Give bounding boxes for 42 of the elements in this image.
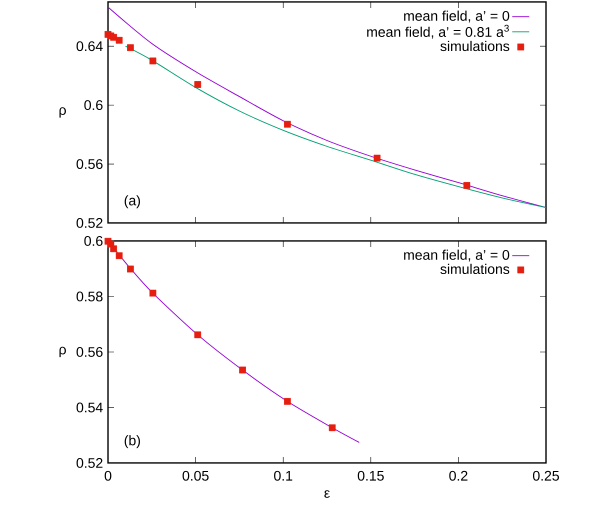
line-series — [108, 6, 546, 208]
point — [194, 331, 202, 338]
y-tick-label: 0.58 — [76, 292, 103, 302]
y-tick-label: 0.64 — [76, 41, 103, 52]
y-tick-label: 0.52 — [76, 218, 102, 228]
y-tick-label: 0.6 — [84, 236, 103, 246]
y-tick-label: 0.54 — [76, 402, 103, 412]
y-axis-title: ρ — [59, 346, 66, 358]
point — [284, 120, 291, 128]
point — [116, 36, 123, 44]
legend-label: mean field, a’ = 0 — [404, 10, 510, 22]
x-axis-title: ε — [324, 490, 330, 498]
x-tick-label: 0.05 — [182, 470, 209, 481]
x-tick-label: 0.2 — [449, 470, 468, 481]
legend-label: mean field, a’ = 0 — [404, 250, 510, 262]
point — [463, 182, 470, 189]
point — [149, 290, 156, 297]
point — [328, 424, 336, 432]
x-tick-label: 0.1 — [274, 470, 292, 481]
annotation: (a) — [124, 195, 140, 208]
y-tick-label: 0.6 — [84, 100, 103, 110]
legend-label: simulations — [440, 40, 510, 52]
point — [239, 366, 246, 374]
y-tick-label: 0.56 — [76, 159, 103, 169]
legend-label: mean field, a’ = 0.81 a$^{3}$ — [367, 24, 509, 39]
point — [127, 44, 134, 52]
annotation: (b) — [124, 435, 140, 448]
point — [110, 245, 118, 252]
point — [374, 154, 381, 162]
point — [284, 398, 291, 405]
point — [149, 58, 156, 64]
point — [116, 252, 123, 260]
x-tick-label: 0.25 — [532, 470, 559, 481]
point — [110, 34, 118, 41]
y-tick-label: 0.52 — [76, 458, 102, 468]
x-tick-label: 0.15 — [358, 470, 384, 481]
y-axis-title: ρ — [59, 107, 66, 118]
point — [127, 266, 134, 272]
legend-label: simulations — [440, 264, 510, 274]
y-tick-label: 0.56 — [76, 347, 103, 357]
point — [194, 81, 202, 88]
x-tick-label: 0 — [104, 470, 112, 481]
